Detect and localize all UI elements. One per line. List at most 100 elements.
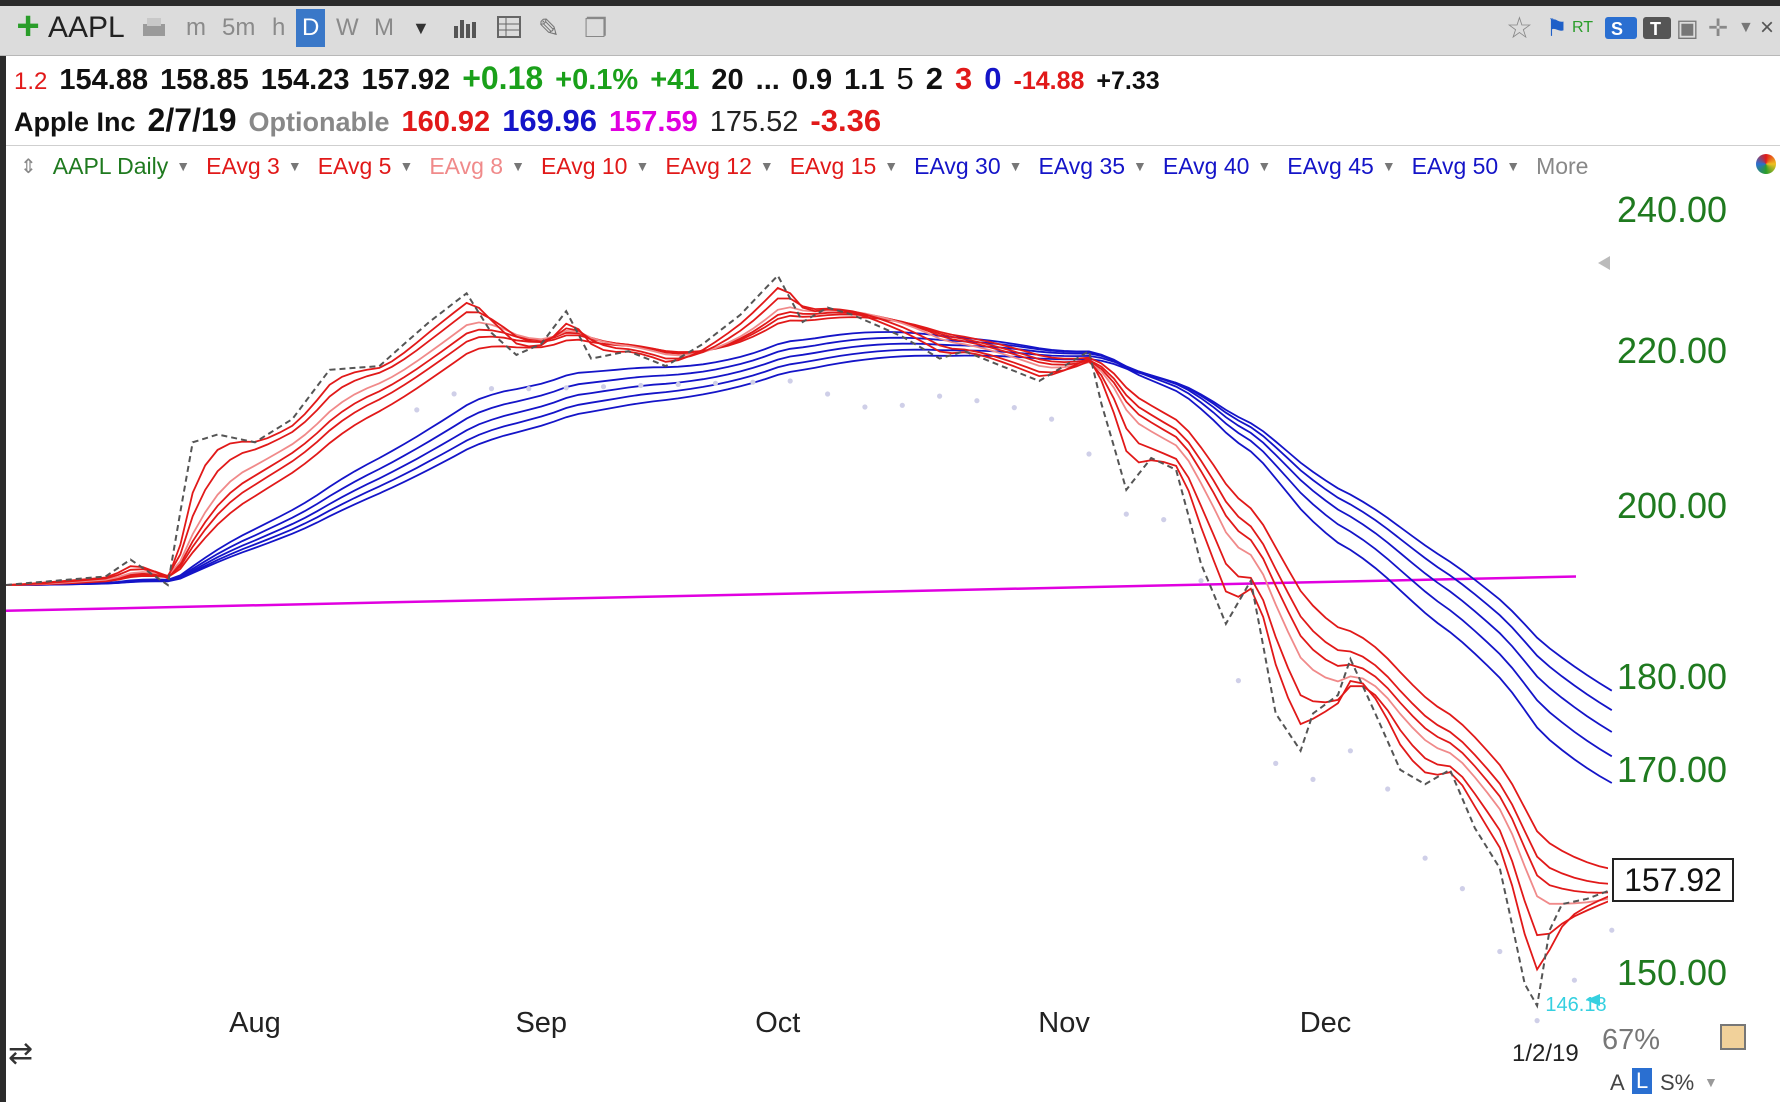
low-dot bbox=[1049, 416, 1055, 422]
study-eavg-8[interactable]: EAvg 8 ▼ bbox=[429, 153, 525, 180]
period-hour[interactable]: h bbox=[272, 14, 286, 41]
add-icon[interactable]: + bbox=[16, 3, 40, 48]
study-label: EAvg 50 bbox=[1411, 152, 1499, 179]
scale-pointer-icon[interactable] bbox=[1598, 256, 1610, 270]
flag-icon[interactable]: ⚑ bbox=[1546, 14, 1568, 42]
rank-value: +41 bbox=[650, 64, 700, 96]
refresh-icon[interactable]: ⇄ bbox=[8, 1037, 34, 1070]
study-eavg-3[interactable]: EAvg 3 ▼ bbox=[206, 153, 302, 180]
save-icon[interactable]: ▣ bbox=[1676, 14, 1699, 42]
count-3: 3 bbox=[955, 61, 973, 96]
chevron-down-icon[interactable]: ▼ bbox=[1704, 1074, 1718, 1090]
low-dot bbox=[1459, 886, 1465, 892]
svg-text:T: T bbox=[1650, 19, 1661, 39]
period-monthly[interactable]: M bbox=[374, 14, 394, 41]
y-tick-label: 220.00 bbox=[1617, 330, 1727, 371]
star-icon[interactable]: ☆ bbox=[1506, 11, 1533, 45]
study-eavg-12[interactable]: EAvg 12 ▼ bbox=[665, 153, 773, 180]
study-main-label: AAPL Daily bbox=[52, 152, 169, 179]
chevron-down-icon[interactable]: ▼ bbox=[1381, 158, 1396, 174]
chevron-down-icon[interactable]: ▼ bbox=[635, 158, 650, 174]
study-label: EAvg 12 bbox=[665, 152, 752, 179]
low-dot bbox=[600, 384, 607, 390]
chevron-down-icon[interactable]: ▼ bbox=[176, 158, 191, 174]
chevron-down-icon[interactable]: ▼ bbox=[412, 17, 430, 38]
study-label: EAvg 5 bbox=[317, 152, 392, 179]
chevron-down-icon[interactable]: ▼ bbox=[399, 158, 414, 174]
study-label: EAvg 45 bbox=[1287, 152, 1374, 179]
price-change: -3.36 bbox=[810, 103, 882, 138]
chevron-down-icon[interactable]: ▼ bbox=[1257, 158, 1272, 174]
study-eavg-10[interactable]: EAvg 10 ▼ bbox=[541, 153, 649, 180]
close-value: 157.92 bbox=[361, 64, 451, 96]
ema-line-3 bbox=[5, 286, 1613, 972]
scale-l-button[interactable]: L bbox=[1632, 1068, 1653, 1094]
study-main[interactable]: AAPL Daily ▼ bbox=[53, 153, 190, 180]
scale-a-button[interactable]: A bbox=[1610, 1070, 1625, 1095]
study-eavg-35[interactable]: EAvg 35 ▼ bbox=[1039, 153, 1147, 180]
chevron-down-icon[interactable]: ▼ bbox=[884, 158, 899, 174]
y-tick-label: 150.00 bbox=[1617, 952, 1727, 993]
study-eavg-5[interactable]: EAvg 5 ▼ bbox=[318, 153, 414, 180]
low-dot bbox=[937, 393, 943, 399]
settings-s-icon[interactable]: S bbox=[1604, 8, 1638, 48]
period-1m[interactable]: m bbox=[186, 14, 206, 41]
color-wheel-icon[interactable] bbox=[1756, 154, 1776, 174]
bars-icon-glyph bbox=[454, 20, 476, 38]
ruler-icon[interactable] bbox=[1720, 1024, 1746, 1050]
scale-percent[interactable]: 67% bbox=[1602, 1024, 1661, 1056]
low-dot bbox=[488, 386, 495, 392]
study-eavg-15[interactable]: EAvg 15 ▼ bbox=[790, 153, 898, 180]
period-weekly[interactable]: W bbox=[336, 14, 359, 41]
ema-line-30 bbox=[5, 331, 1613, 784]
realtime-label[interactable]: RT bbox=[1572, 19, 1594, 36]
period-daily[interactable]: D bbox=[296, 9, 326, 47]
study-eavg-40[interactable]: EAvg 40 ▼ bbox=[1163, 153, 1271, 180]
chevron-down-icon[interactable]: ▼ bbox=[1506, 158, 1521, 174]
low-dot bbox=[712, 380, 719, 386]
close-icon[interactable]: × bbox=[1760, 14, 1775, 41]
text-tool-icon[interactable]: T bbox=[1642, 8, 1672, 48]
reference-line bbox=[5, 575, 1577, 612]
low-dot bbox=[1198, 578, 1204, 584]
low-dot bbox=[1123, 511, 1129, 517]
chevron-down-icon[interactable]: ▼ bbox=[1133, 158, 1147, 174]
y-tick-label: 200.00 bbox=[1617, 485, 1727, 526]
study-label: EAvg 3 bbox=[206, 152, 280, 179]
study-eavg-45[interactable]: EAvg 45 ▼ bbox=[1287, 153, 1395, 180]
chevron-down-icon[interactable]: ▼ bbox=[759, 158, 774, 174]
open-value: 154.88 bbox=[59, 64, 149, 96]
low-dot bbox=[1571, 977, 1577, 983]
dropdown-icon[interactable]: ▼ bbox=[1738, 19, 1754, 36]
pencil-icon[interactable]: ✎ bbox=[538, 12, 560, 43]
study-eavg-50[interactable]: EAvg 50 ▼ bbox=[1412, 153, 1520, 180]
ema-line-45 bbox=[5, 348, 1613, 711]
low-dot bbox=[1161, 517, 1167, 523]
low-dot bbox=[1385, 786, 1391, 792]
low-value: 154.23 bbox=[260, 64, 350, 96]
symbol-label[interactable]: AAPL bbox=[48, 11, 125, 44]
more-button[interactable]: More bbox=[1536, 152, 1589, 179]
scale-s-percent-button[interactable]: S% bbox=[1660, 1070, 1695, 1095]
y-tick-label: 180.00 bbox=[1617, 656, 1727, 697]
ema-line-35 bbox=[5, 336, 1613, 758]
optionable-label: Optionable bbox=[248, 107, 390, 137]
ema-line-10 bbox=[5, 311, 1612, 894]
sort-icon[interactable]: ⇕ bbox=[20, 155, 37, 178]
print-icon[interactable] bbox=[136, 8, 172, 48]
chevron-down-icon[interactable]: ▼ bbox=[1008, 158, 1023, 174]
note-icon[interactable]: ❐ bbox=[584, 12, 608, 43]
move-icon[interactable]: ✛ bbox=[1708, 14, 1729, 42]
table-icon[interactable] bbox=[494, 8, 526, 48]
bars-icon[interactable] bbox=[450, 8, 482, 48]
low-dot bbox=[1497, 948, 1503, 955]
chevron-down-icon[interactable]: ▼ bbox=[287, 158, 302, 174]
quote-line: 1.2 154.88 158.85 154.23 157.92 +0.18 +0… bbox=[14, 60, 1160, 100]
period-5m[interactable]: 5m bbox=[222, 14, 256, 41]
study-eavg-30[interactable]: EAvg 30 ▼ bbox=[914, 153, 1022, 180]
study-label: EAvg 35 bbox=[1038, 152, 1126, 179]
chevron-down-icon[interactable]: ▼ bbox=[511, 158, 525, 174]
x-tick-label: Dec bbox=[1300, 1007, 1352, 1039]
x-tick-label: Sep bbox=[515, 1007, 567, 1039]
